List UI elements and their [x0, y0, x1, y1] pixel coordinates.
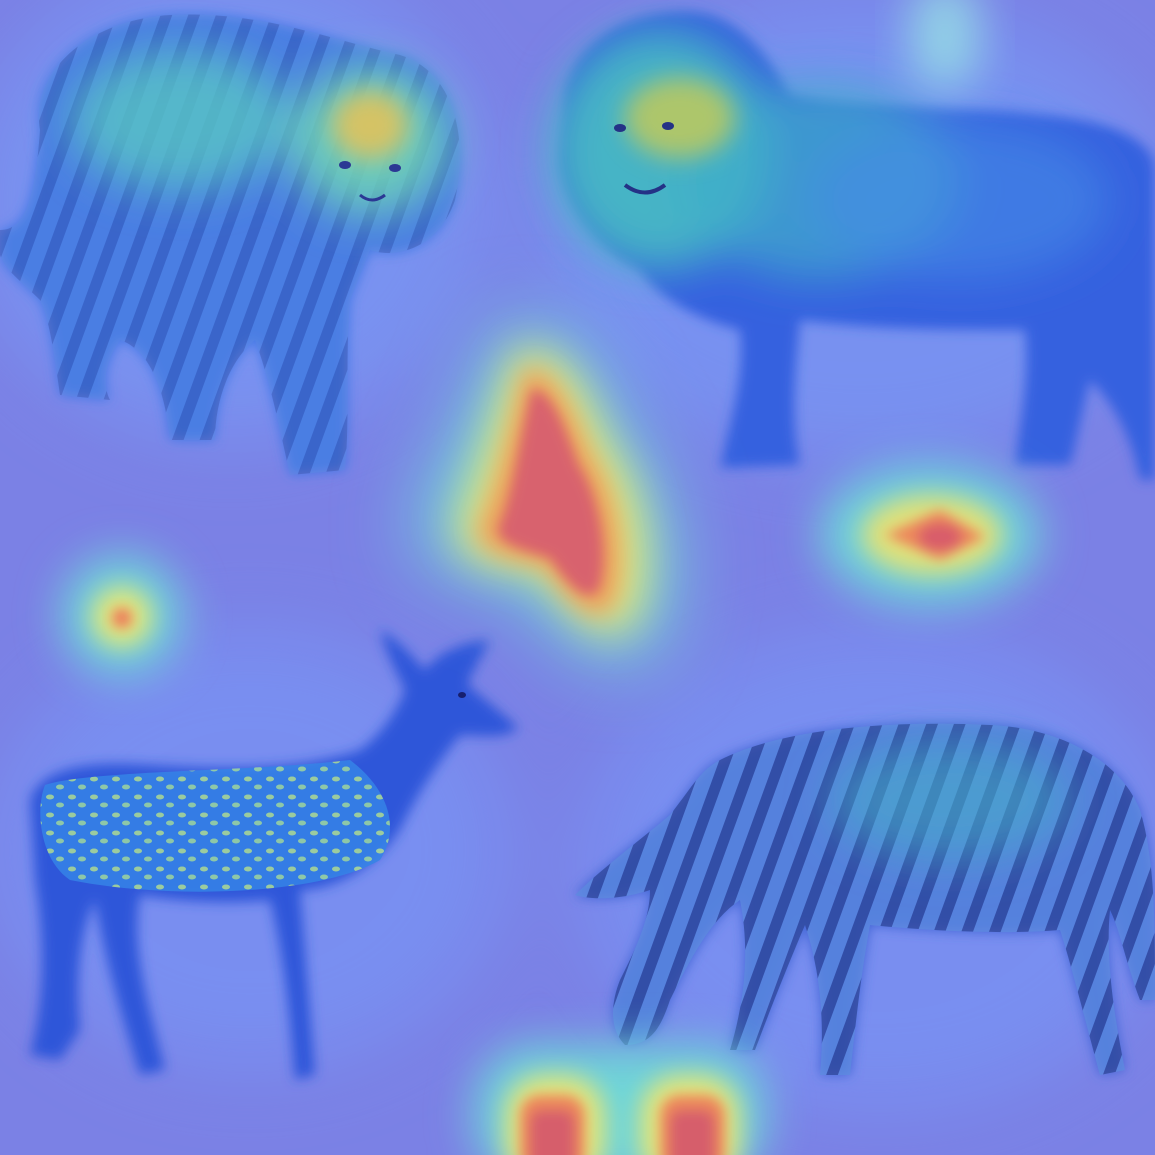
hotspot-right: [820, 465, 1040, 605]
hotspot-left: [62, 555, 182, 675]
deer: [30, 630, 518, 1080]
hotspot-bottom-pair: [475, 1045, 765, 1155]
zebra: [575, 723, 1155, 1075]
tiger: [0, 14, 460, 475]
hotspot-center: [416, 323, 673, 665]
hotspot-top-streak: [910, 0, 980, 90]
lion: [550, 11, 1155, 480]
heatmap-hotspots: [62, 0, 1040, 1155]
